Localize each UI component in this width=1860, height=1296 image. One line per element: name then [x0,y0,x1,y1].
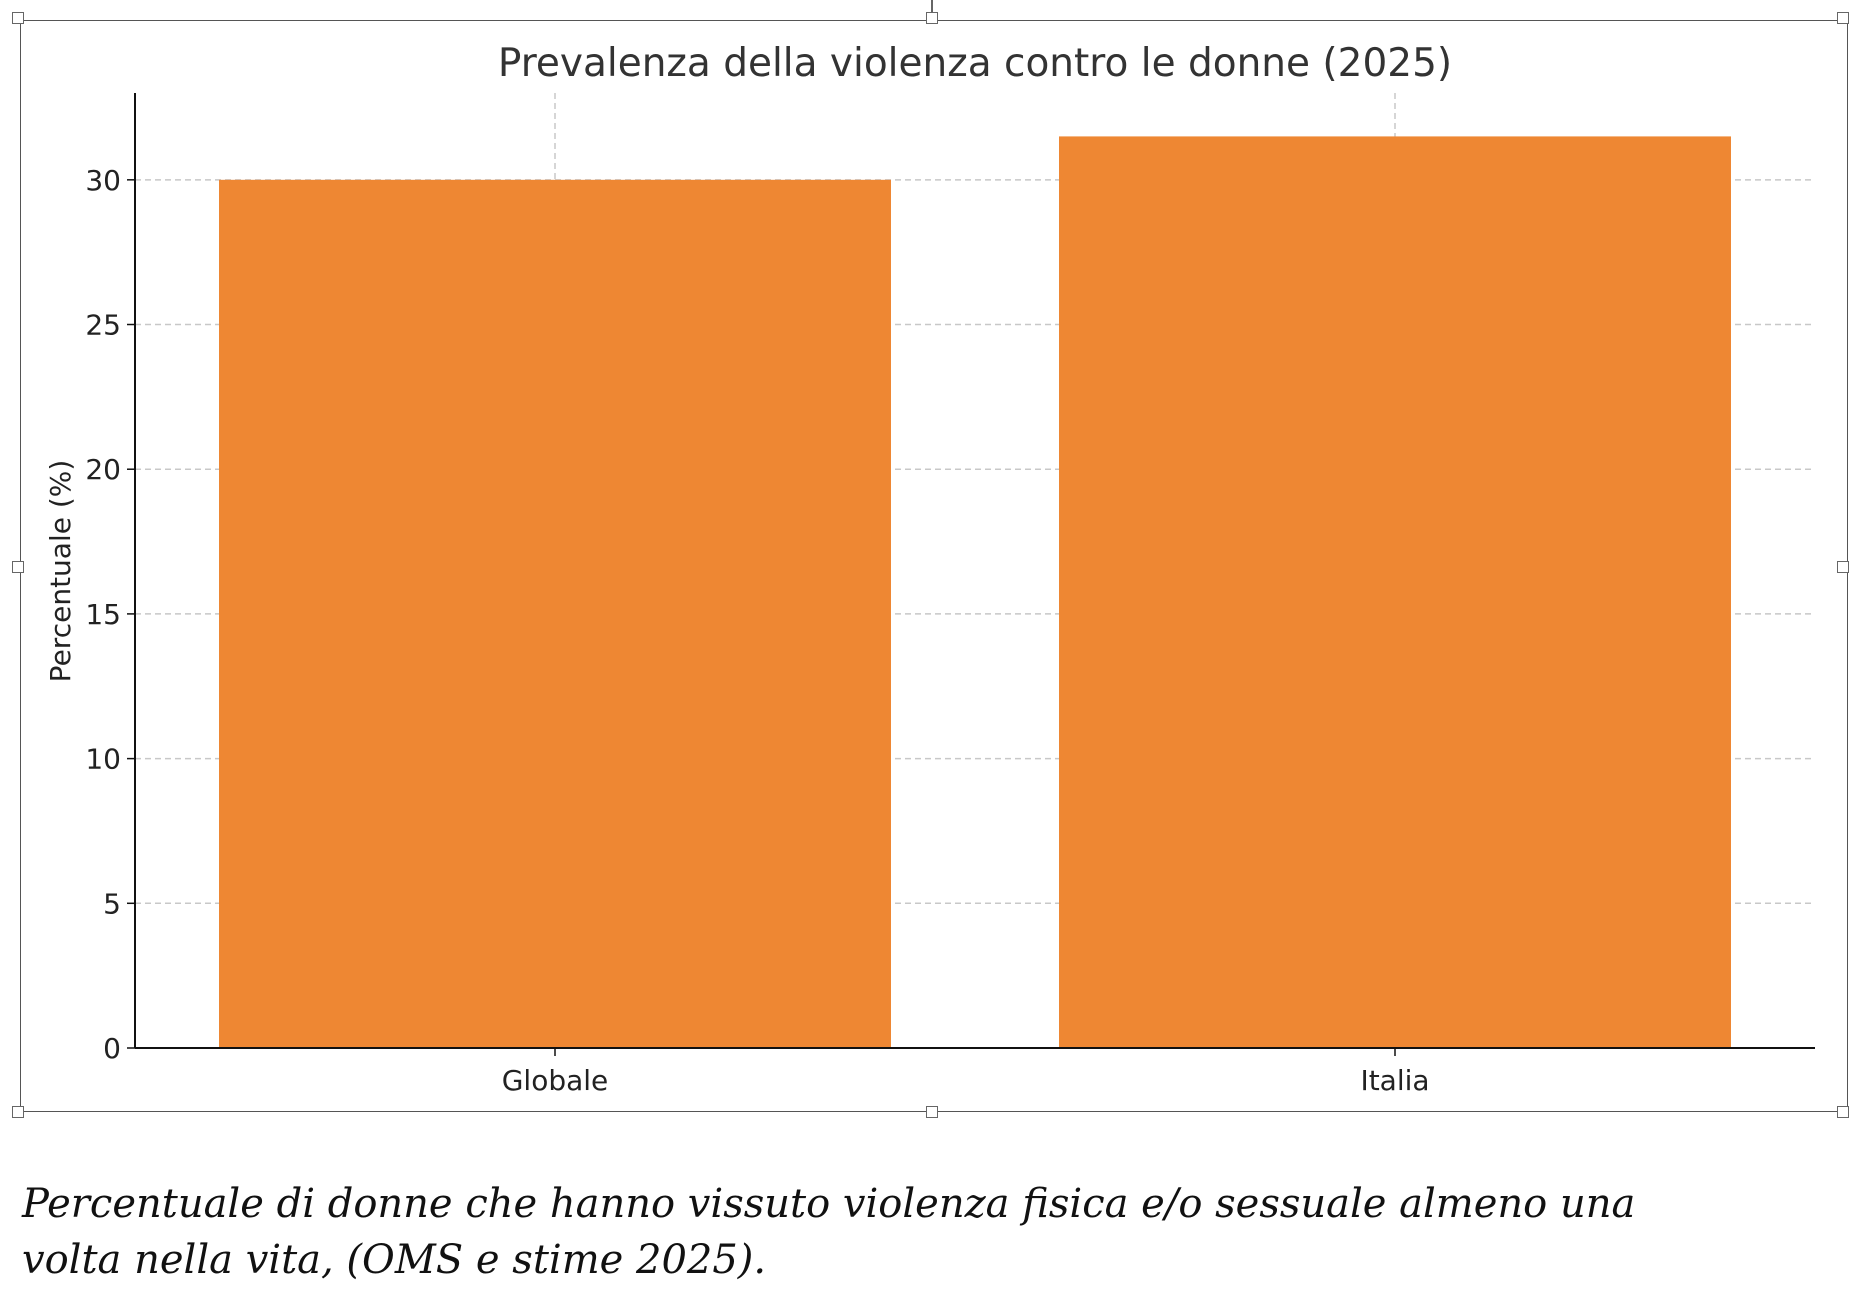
resize-handle-top-left[interactable] [12,12,24,24]
resize-handle-bottom-center[interactable] [926,1106,938,1118]
figure-caption: Percentuale di donne che hanno vissuto v… [22,1181,1636,1283]
bar-globale [219,179,891,1048]
resize-handle-top-center[interactable] [926,12,938,24]
rotate-handle-stem [931,0,933,14]
x-tick-label: Italia [1360,1064,1429,1097]
x-tick-label: Globale [502,1064,609,1097]
y-tick-label: 5 [103,887,121,920]
y-tick-label: 20 [85,453,121,486]
y-tick-label: 25 [85,309,121,342]
resize-handle-bottom-left[interactable] [12,1106,24,1118]
resize-handle-middle-left[interactable] [12,561,24,573]
resize-handle-bottom-right[interactable] [1837,1106,1849,1118]
y-axis-label: Percentuale (%) [44,460,77,683]
y-tick-label: 30 [85,164,121,197]
bar-chart: Prevalenza della violenza contro le donn… [44,41,1815,1097]
chart-title: Prevalenza della violenza contro le donn… [498,41,1452,86]
y-tick-label: 0 [103,1032,121,1065]
resize-handle-top-right[interactable] [1837,12,1849,24]
y-tick-label: 10 [85,743,121,776]
y-tick-label: 15 [85,598,121,631]
resize-handle-middle-right[interactable] [1837,561,1849,573]
bar-italia [1059,136,1731,1049]
